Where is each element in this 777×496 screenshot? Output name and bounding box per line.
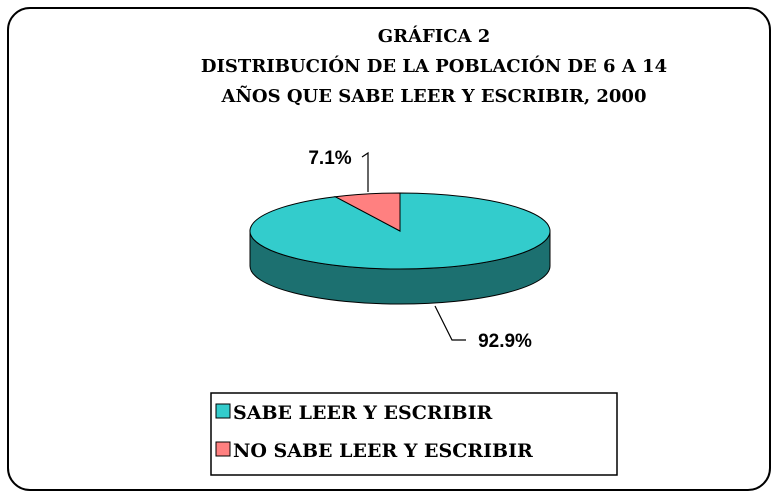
legend-swatch [215, 403, 231, 419]
legend: SABE LEER Y ESCRIBIR NO SABE LEER Y ESCRI… [215, 402, 533, 462]
chart-title: AÑOS QUE SABE LEER Y ESCRIBIR, 2000 [221, 84, 647, 107]
leader-line [361, 151, 369, 192]
legend-label: NO SABE LEER Y ESCRIBIR [233, 440, 533, 462]
value-label: 7.1% [308, 148, 351, 169]
legend-label: SABE LEER Y ESCRIBIR [233, 402, 492, 424]
legend-swatch [215, 441, 231, 457]
pie-slice [333, 192, 401, 232]
chart-title: GRÁFICA 2 [378, 24, 491, 47]
leader-line [434, 305, 466, 341]
pie: 92.9% 7.1% [249, 148, 551, 352]
chart-title: DISTRIBUCIÓN DE LA POBLACIÓN DE 6 A 14 [201, 54, 667, 77]
title-group: GRÁFICA 2 DISTRIBUCIÓN DE LA POBLACIÓN DE… [201, 24, 667, 107]
slice-top [333, 192, 401, 232]
legend-box [210, 392, 618, 476]
value-label: 92.9% [478, 331, 532, 352]
